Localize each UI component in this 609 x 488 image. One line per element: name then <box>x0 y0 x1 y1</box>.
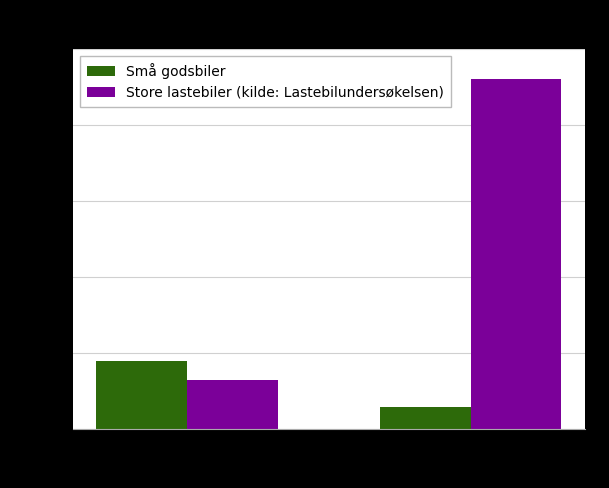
Bar <box>187 380 278 429</box>
Bar <box>380 407 471 429</box>
Bar <box>96 361 187 429</box>
Legend: Små godsbiler, Store lastebiler (kilde: Lastebilundersøkelsen): Små godsbiler, Store lastebiler (kilde: … <box>80 56 451 106</box>
Bar <box>471 79 561 429</box>
